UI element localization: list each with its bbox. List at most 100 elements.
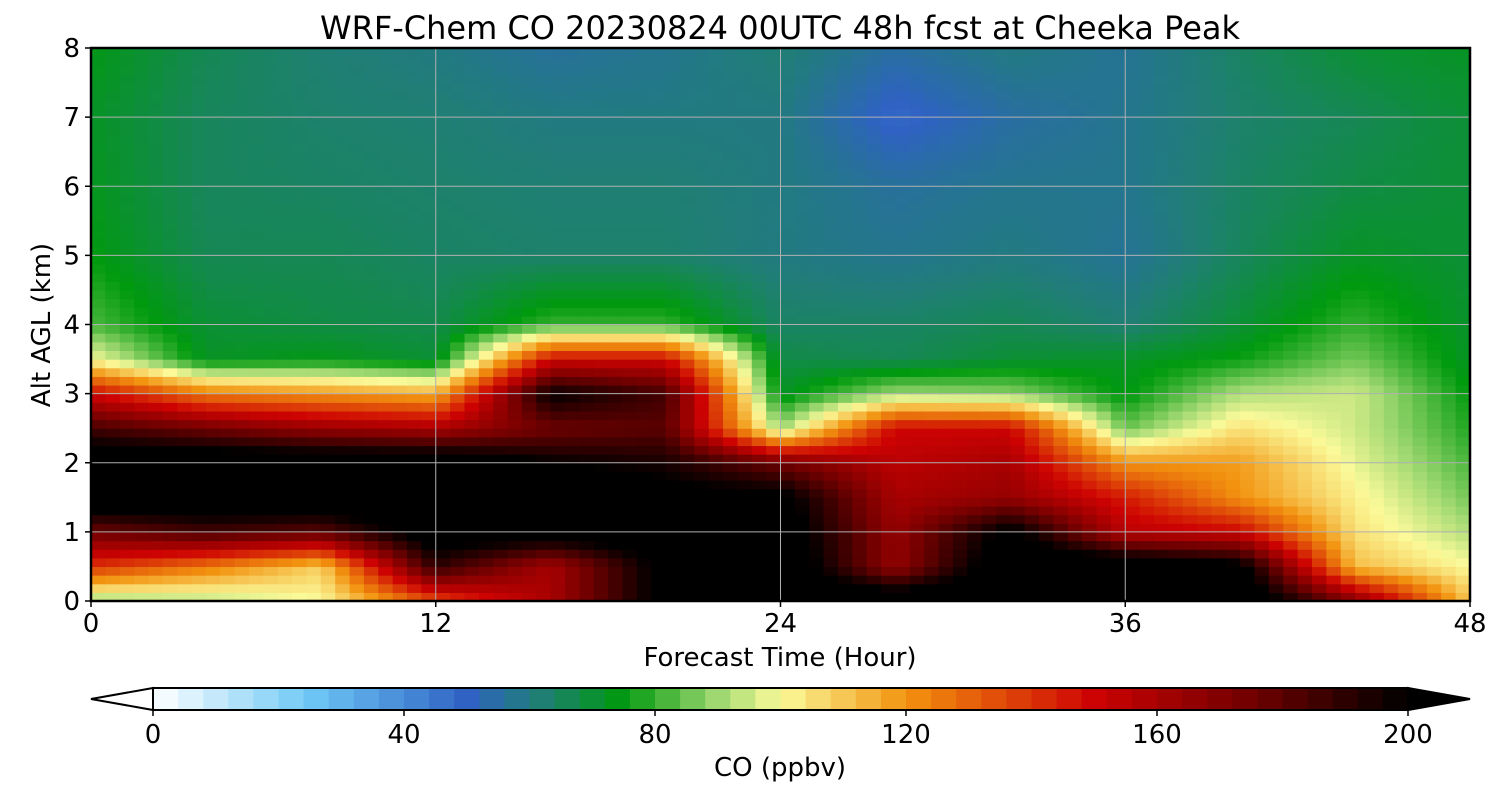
heatmap-cell [493,419,509,429]
heatmap-cell [407,264,422,274]
heatmap-cell [148,333,164,343]
heatmap-cell [981,246,997,256]
heatmap-cell [349,220,365,231]
heatmap-cell [1254,523,1270,533]
heatmap-cell [1197,281,1213,291]
heatmap-cell [751,315,767,326]
heatmap-cell [1254,220,1270,231]
heatmap-cell [981,376,997,386]
heatmap-cell [550,531,566,542]
heatmap-cell [162,255,178,265]
heatmap-cell [723,246,738,256]
heatmap-cell [665,186,681,196]
heatmap-cell [234,514,250,524]
heatmap-cell [895,289,911,300]
heatmap-cell [679,281,695,291]
heatmap-cell [191,186,207,196]
heatmap-cell [981,307,997,317]
heatmap-cell [881,255,897,265]
heatmap-cell [105,557,121,568]
heatmap-cell [1197,359,1213,369]
heatmap-cell [593,229,609,239]
heatmap-cell [967,350,983,360]
heatmap-cell [593,333,609,343]
heatmap-cell [895,264,911,274]
heatmap-cell [263,255,279,265]
heatmap-cell [521,583,537,593]
heatmap-cell [363,497,379,507]
heatmap-cell [823,220,839,231]
heatmap-cell [1053,281,1069,291]
heatmap-cell [895,238,911,248]
heatmap-cell [119,255,135,265]
heatmap-cell [924,497,940,507]
heatmap-cell [134,540,150,550]
heatmap-cell [967,497,983,507]
heatmap-cell [521,151,537,161]
heatmap-cell [1398,531,1414,542]
heatmap-cell [450,194,466,205]
heatmap-cell [421,575,437,585]
heatmap-cell [1355,307,1371,317]
heatmap-cell [507,151,523,161]
heatmap-cell [205,298,221,308]
heatmap-cell [1412,393,1428,403]
heatmap-cell [1455,186,1471,196]
heatmap-cell [866,367,882,377]
heatmap-cell [249,445,264,455]
heatmap-cell [234,307,250,317]
heatmap-cell [550,471,566,481]
heatmap-cell [608,419,624,429]
heatmap-cell [536,160,552,170]
heatmap-cell [1211,168,1227,179]
heatmap-cell [1240,462,1256,472]
heatmap-cell [1024,488,1040,498]
heatmap-cell [1355,272,1371,282]
heatmap-cell [1455,393,1471,403]
heatmap-cell [1326,531,1342,542]
heatmap-cell [1139,367,1155,377]
heatmap-cell [1125,281,1141,291]
heatmap-cell [220,359,236,369]
heatmap-cell [823,505,839,516]
heatmap-cell [766,540,782,550]
heatmap-cell [651,445,667,455]
heatmap-cell [1211,445,1227,455]
heatmap-cell [636,454,652,464]
heatmap-cell [1254,315,1270,326]
heatmap-cell [651,410,667,421]
heatmap-cell [234,255,250,265]
heatmap-cell [320,151,336,161]
heatmap-cell [909,350,925,360]
heatmap-cell [134,324,150,334]
heatmap-cell [981,462,997,472]
heatmap-cell [148,531,164,542]
heatmap-cell [1067,575,1083,585]
heatmap-cell [1139,402,1155,412]
heatmap-cell [550,480,566,490]
heatmap-cell [593,514,609,524]
heatmap-cell [1355,410,1371,421]
heatmap-cell [694,255,710,265]
heatmap-cell [1398,264,1414,274]
heatmap-cell [450,505,466,516]
heatmap-cell [177,445,193,455]
heatmap-cell [1369,497,1385,507]
heatmap-cell [636,333,652,343]
heatmap-cell [579,393,595,403]
heatmap-cell [220,289,236,300]
heatmap-cell [1110,220,1126,231]
heatmap-cell [392,428,408,438]
heatmap-cell [292,393,308,403]
heatmap-cell [809,151,825,161]
heatmap-cell [134,575,150,585]
heatmap-cell [363,160,379,170]
heatmap-cell [306,238,322,248]
heatmap-cell [1311,151,1327,161]
heatmap-cell [837,289,853,300]
heatmap-cell [565,289,580,300]
heatmap-cell [119,151,135,161]
heatmap-cell [478,229,494,239]
heatmap-cell [837,566,853,576]
heatmap-cell [249,168,264,179]
